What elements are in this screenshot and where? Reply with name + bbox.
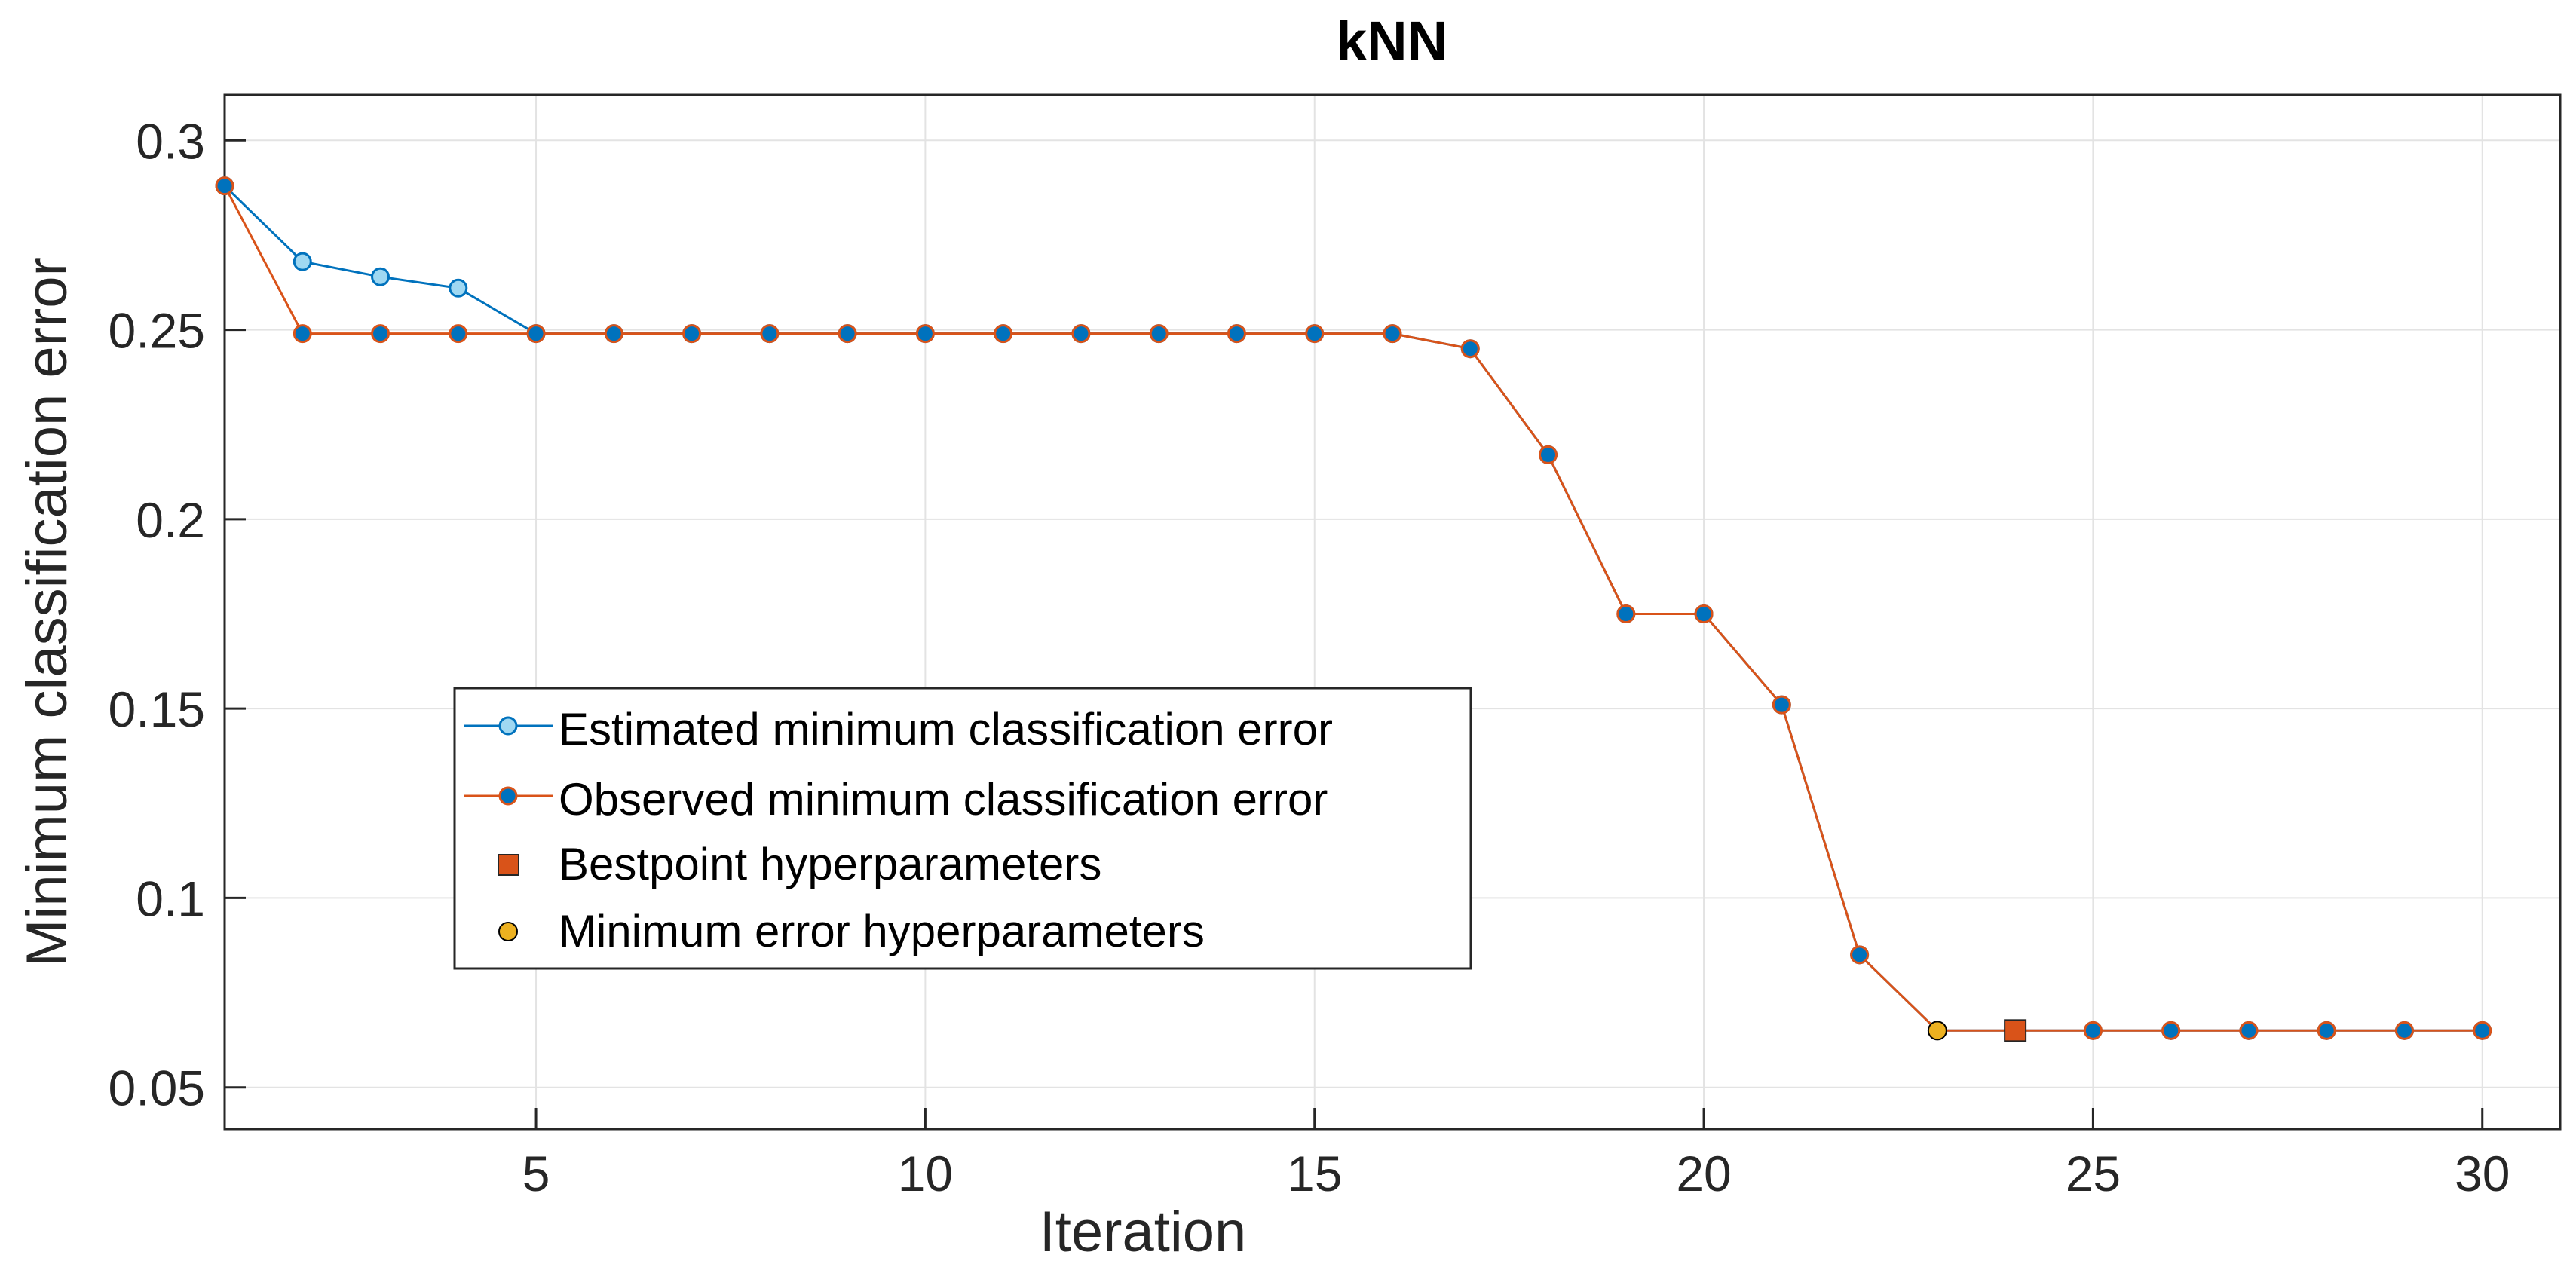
data-point	[449, 324, 468, 344]
data-point	[1694, 604, 1714, 624]
x-tick-label: 5	[522, 1146, 550, 1201]
y-tick-label: 0.05	[109, 1060, 205, 1116]
x-tick-label: 25	[2066, 1146, 2121, 1201]
data-point	[449, 278, 468, 298]
x-tick-label: 20	[1676, 1146, 1731, 1201]
legend-label-min-error: Minimum error hyperparameters	[559, 906, 1205, 956]
data-point	[2317, 1021, 2336, 1040]
legend-marker-bestpoint	[498, 854, 519, 876]
data-point	[2083, 1021, 2103, 1040]
data-point	[1460, 339, 1480, 359]
legend-label-observed: Observed minimum classification error	[559, 774, 1328, 825]
data-point	[1227, 324, 1246, 344]
data-point	[371, 324, 391, 344]
data-point	[2473, 1021, 2492, 1040]
x-axis-ticks: 5 10 15 20 25 30	[522, 1108, 2510, 1201]
data-point	[1149, 324, 1169, 344]
legend-label-bestpoint: Bestpoint hyperparameters	[559, 839, 1101, 889]
grid	[225, 95, 2560, 1129]
series-line	[223, 185, 2483, 1032]
x-tick-label: 30	[2455, 1146, 2510, 1201]
y-tick-label: 0.3	[136, 113, 205, 169]
data-point	[1850, 945, 1870, 965]
data-point	[1772, 695, 1791, 715]
y-tick-label: 0.25	[109, 303, 205, 359]
legend-label-estimated: Estimated minimum classification error	[559, 704, 1333, 754]
data-point	[215, 176, 234, 196]
data-point	[838, 324, 857, 344]
data-point	[2239, 1021, 2259, 1040]
data-point	[1383, 324, 1402, 344]
y-axis-label: Minimum classification error	[15, 257, 79, 967]
x-tick-label: 10	[898, 1146, 953, 1201]
data-point	[1539, 445, 1558, 464]
x-tick-label: 15	[1287, 1146, 1342, 1201]
data-point	[760, 324, 780, 344]
data-point	[293, 324, 312, 344]
legend-marker-min-error	[498, 922, 518, 941]
data-point	[1071, 324, 1091, 344]
y-axis-ticks: 0.05 0.1 0.15 0.2 0.25 0.3	[109, 113, 246, 1116]
legend-marker-observed	[498, 786, 518, 806]
data-point	[994, 324, 1013, 344]
legend-box	[453, 687, 1472, 970]
y-tick-label: 0.2	[136, 492, 205, 548]
data-point	[2161, 1021, 2181, 1040]
bestpoint-marker	[2004, 1019, 2027, 1042]
series	[215, 176, 2492, 1040]
legend-marker-estimated	[498, 716, 518, 736]
y-tick-label: 0.15	[109, 681, 205, 737]
data-point	[526, 324, 546, 344]
data-point	[2394, 1021, 2414, 1040]
legend: Estimated minimum classification error O…	[453, 687, 1472, 970]
data-point	[1616, 604, 1636, 624]
x-axis-label: Iteration	[1040, 1200, 1247, 1264]
y-tick-label: 0.1	[136, 871, 205, 926]
min-error-marker	[1927, 1021, 1947, 1041]
data-point	[682, 324, 702, 344]
highlight-points	[1927, 1019, 2027, 1042]
data-point	[371, 267, 391, 286]
data-point	[915, 324, 935, 344]
data-point	[604, 324, 623, 344]
plot-area-border	[223, 93, 2562, 1131]
series-observed	[215, 176, 2492, 1040]
chart-title: kNN	[1336, 10, 1447, 72]
data-point	[293, 252, 312, 271]
data-point	[1305, 324, 1325, 344]
